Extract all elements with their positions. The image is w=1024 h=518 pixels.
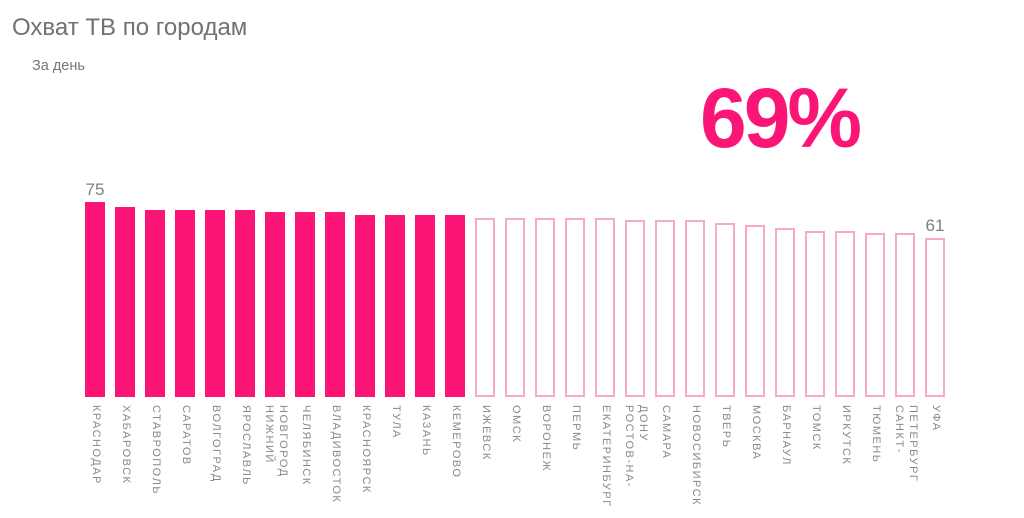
bar — [145, 209, 165, 397]
bar-category-label: МОСКВА — [749, 405, 762, 461]
bar-slot: МОСКВА — [740, 60, 770, 509]
bar-category-label: ТВЕРЬ — [719, 405, 732, 449]
bar-slot: ОМСК — [500, 60, 530, 509]
bar — [325, 212, 345, 397]
bar — [625, 220, 645, 397]
bar-slot: КАЗАНЬ — [410, 60, 440, 509]
bar-category-label: ЯРОСЛАВЛЬ — [239, 405, 252, 486]
bar-slot: ИЖЕВСК — [470, 60, 500, 509]
bar — [445, 215, 465, 397]
bar-category-label: ПЕРМЬ — [569, 405, 582, 452]
bar — [715, 222, 735, 397]
bar-slot: ТЮМЕНЬ — [860, 60, 890, 509]
bar — [865, 233, 885, 397]
bar — [655, 220, 675, 397]
bar-slot: ИРКУТСК — [830, 60, 860, 509]
bar-category-label: КАЗАНЬ — [419, 405, 432, 457]
bar — [205, 209, 225, 397]
bar-chart: 75 КРАСНОДАР ХАБАРОВСК СТАВРОПОЛЬ САРАТОВ ВОЛ… — [80, 60, 950, 509]
bar-slot: ВОЛГОГРАД — [200, 60, 230, 509]
bar — [505, 217, 525, 397]
bar-category-label: КРАСНОЯРСК — [359, 405, 372, 494]
bar-category-label: УФА — [929, 405, 942, 432]
bar-slot: РОСТОВ-НА-ДОНУ — [620, 60, 650, 509]
bar-slot: САРАТОВ — [170, 60, 200, 509]
bar-category-label: САНКТ-ПЕТЕРБУРГ — [893, 405, 919, 483]
bar — [355, 215, 375, 397]
bar — [925, 238, 945, 397]
bar — [745, 225, 765, 397]
bar-value-label: 75 — [85, 180, 105, 199]
bar — [265, 212, 285, 397]
bar-category-label: НОВОСИБИРСК — [689, 405, 702, 507]
bar-slot: СТАВРОПОЛЬ — [140, 60, 170, 509]
bar — [295, 212, 315, 397]
bar-category-label: ВОЛГОГРАД — [209, 405, 222, 483]
bar-category-label: ХАБАРОВСК — [119, 405, 132, 485]
bar-category-label: ВЛАДИВОСТОК — [329, 405, 342, 504]
bar-slot: КРАСНОЯРСК — [350, 60, 380, 509]
bar-slot: САМАРА — [650, 60, 680, 509]
bar — [85, 202, 105, 397]
bar-category-label: ТЮМЕНЬ — [869, 405, 882, 464]
bar-slot: ЧЕЛЯБИНСК — [290, 60, 320, 509]
bar-slot: БАРНАУЛ — [770, 60, 800, 509]
bar-category-label: ОМСК — [509, 405, 522, 444]
bar — [685, 220, 705, 397]
bar-category-label: ИЖЕВСК — [479, 405, 492, 461]
bar-category-label: ТОМСК — [809, 405, 822, 451]
bar-slot: НИЖНИЙ НОВГОРОД — [260, 60, 290, 509]
bar-category-label: НИЖНИЙ НОВГОРОД — [263, 405, 289, 478]
bar — [895, 233, 915, 397]
bar-slot: ТОМСК — [800, 60, 830, 509]
bar-slot: ПЕРМЬ — [560, 60, 590, 509]
bar — [415, 215, 435, 397]
bar — [175, 209, 195, 397]
bar — [595, 217, 615, 397]
bar-category-label: САРАТОВ — [179, 405, 192, 466]
bar — [385, 215, 405, 397]
bar-slot: ЯРОСЛАВЛЬ — [230, 60, 260, 509]
bar-value-label: 61 — [925, 216, 945, 236]
bar-category-label: СТАВРОПОЛЬ — [149, 405, 162, 496]
bar — [475, 217, 495, 397]
bar-slot: ВЛАДИВОСТОК — [320, 60, 350, 509]
bar — [235, 209, 255, 397]
bar-slot: КЕМЕРОВО — [440, 60, 470, 509]
bar-slot: НОВОСИБИРСК — [680, 60, 710, 509]
bar — [805, 230, 825, 397]
bar — [775, 228, 795, 397]
bar-category-label: ЕКАТЕРИНБУРГ — [599, 405, 612, 508]
bar-category-label: ИРКУТСК — [839, 405, 852, 466]
bar-category-label: САМАРА — [659, 405, 672, 460]
average-value: 69% — [700, 71, 862, 165]
page-title: Охват ТВ по городам — [12, 14, 248, 41]
bar-slot: ЕКАТЕРИНБУРГ — [590, 60, 620, 509]
bar — [115, 207, 135, 397]
bar-category-label: КЕМЕРОВО — [449, 405, 462, 479]
bar-category-label: БАРНАУЛ — [779, 405, 792, 466]
bar-slot: ХАБАРОВСК — [110, 60, 140, 509]
bar-slot: 61 УФА — [920, 60, 950, 509]
bar-category-label: ЧЕЛЯБИНСК — [299, 405, 312, 486]
bar-slot: ВОРОНЕЖ — [530, 60, 560, 509]
bar-category-label: ВОРОНЕЖ — [539, 405, 552, 473]
bar-slot: 75 КРАСНОДАР — [80, 60, 110, 509]
bar-category-label: ТУЛА — [389, 405, 402, 439]
bar-slot: САНКТ-ПЕТЕРБУРГ — [890, 60, 920, 509]
bar — [535, 217, 555, 397]
bar-slot: ТВЕРЬ — [710, 60, 740, 509]
bar — [565, 217, 585, 397]
bar-category-label: КРАСНОДАР — [89, 405, 102, 485]
bar-slot: ТУЛА — [380, 60, 410, 509]
bar-category-label: РОСТОВ-НА-ДОНУ — [623, 405, 649, 488]
page-subtitle: За день — [32, 58, 85, 74]
bar — [835, 230, 855, 397]
